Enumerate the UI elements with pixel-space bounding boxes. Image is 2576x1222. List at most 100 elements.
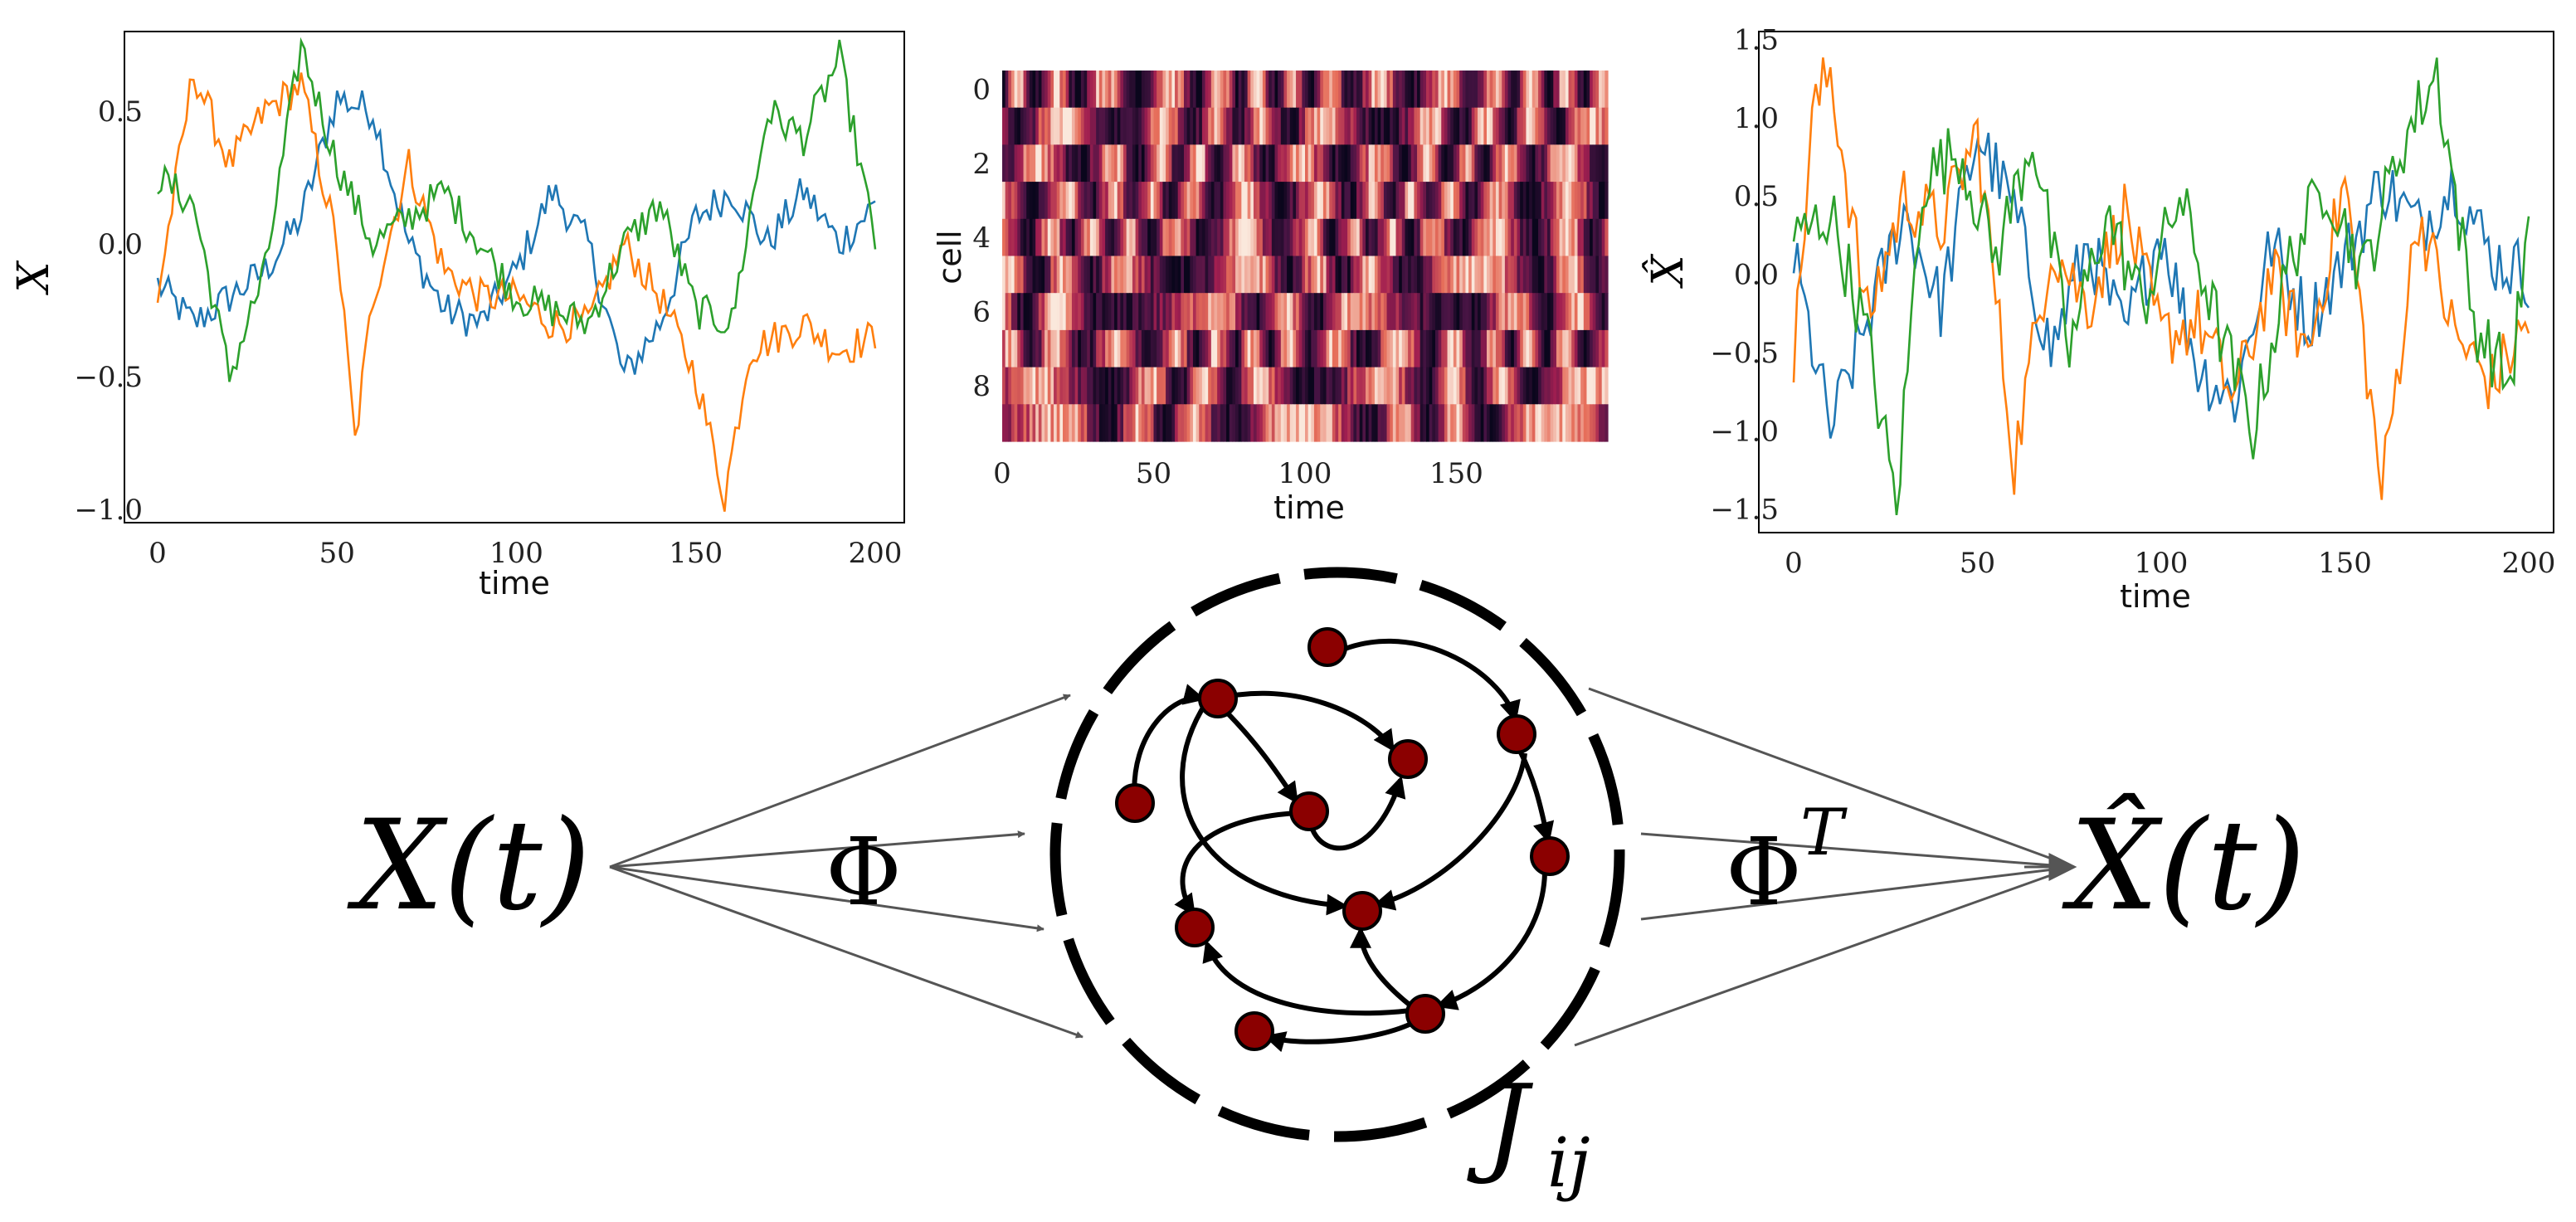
heatmap-cell xyxy=(1495,367,1500,405)
heatmap-cell xyxy=(1235,144,1239,183)
heatmap-cell xyxy=(1577,71,1581,109)
heatmap-cell xyxy=(1605,218,1609,257)
heatmap-cell xyxy=(1383,182,1388,220)
heatmap-cell xyxy=(1162,329,1166,368)
heatmap-cell xyxy=(1320,71,1324,109)
heatmap-cell xyxy=(1089,293,1094,331)
y-tick-label: 8 xyxy=(972,370,991,403)
heatmap-cell xyxy=(1599,293,1603,331)
heatmap-cell xyxy=(1157,71,1161,109)
heatmap-cell xyxy=(1177,182,1181,220)
heatmap-cell xyxy=(1217,218,1221,257)
heatmap-cell xyxy=(1269,71,1273,109)
heatmap-cell xyxy=(1544,218,1548,257)
heatmap-cell xyxy=(1307,144,1312,183)
heatmap-cell xyxy=(1298,293,1303,331)
heatmap-cell xyxy=(1302,293,1306,331)
heatmap-cell xyxy=(1259,293,1264,331)
heatmap-cell xyxy=(1471,367,1475,405)
heatmap-cell xyxy=(1056,218,1060,257)
heatmap-cell xyxy=(1229,218,1233,257)
heatmap-cell xyxy=(1108,182,1112,220)
heatmap-cell xyxy=(1168,71,1172,109)
heatmap-cell xyxy=(1080,367,1085,405)
heatmap-cell xyxy=(1192,71,1197,109)
heatmap-cell xyxy=(1023,182,1027,220)
chart-xhat-ylabel: X̂ xyxy=(1643,254,1693,290)
heatmap-cell xyxy=(1141,218,1146,257)
heatmap-cell xyxy=(1135,71,1139,109)
heatmap-cell xyxy=(1535,182,1539,220)
heatmap-cell xyxy=(1220,144,1225,183)
heatmap-cell xyxy=(1571,218,1575,257)
heatmap-cell xyxy=(1153,329,1157,368)
heatmap-cell xyxy=(1559,256,1563,294)
heatmap-cell xyxy=(1541,256,1545,294)
heatmap-cell xyxy=(1184,71,1188,109)
heatmap-cell xyxy=(1126,218,1130,257)
heatmap-cell xyxy=(1157,256,1161,294)
heatmap-cell xyxy=(1511,107,1515,145)
heatmap-cell xyxy=(1371,182,1376,220)
heatmap-cell xyxy=(1065,182,1069,220)
heatmap-cell xyxy=(1504,367,1509,405)
heatmap-cell xyxy=(1071,329,1076,368)
heatmap-cell xyxy=(1374,107,1379,145)
heatmap-cell xyxy=(1293,107,1297,145)
heatmap-cell xyxy=(1356,404,1361,442)
heatmap-cell xyxy=(1117,367,1121,405)
heatmap-cell xyxy=(1089,329,1094,368)
heatmap-cell xyxy=(1447,256,1451,294)
heatmap-cell xyxy=(1289,329,1293,368)
heatmap-cell xyxy=(1232,256,1236,294)
heatmap-cell xyxy=(1289,404,1293,442)
heatmap-cell xyxy=(1353,367,1357,405)
heatmap-cell xyxy=(1208,218,1212,257)
heatmap-cell xyxy=(1586,144,1590,183)
heatmap-cell xyxy=(1253,107,1258,145)
heatmap-cell xyxy=(1054,218,1058,257)
heatmap-cell xyxy=(1353,218,1357,257)
heatmap-cell xyxy=(1238,256,1242,294)
heatmap-cell xyxy=(1226,256,1230,294)
heatmap-cell xyxy=(1577,367,1581,405)
heatmap-cell xyxy=(1287,256,1291,294)
heatmap-cell xyxy=(1507,218,1512,257)
heatmap-cell xyxy=(1096,107,1100,145)
heatmap-cell xyxy=(1302,329,1306,368)
heatmap-cell xyxy=(1293,367,1297,405)
heatmap-cell xyxy=(1374,256,1379,294)
heatmap-cell xyxy=(1399,144,1403,183)
heatmap-cell xyxy=(1390,404,1394,442)
heatmap-cell xyxy=(1550,218,1554,257)
heatmap-cell xyxy=(1210,256,1215,294)
heatmap-cell xyxy=(1392,144,1397,183)
heatmap-cell xyxy=(1259,182,1264,220)
heatmap-cell xyxy=(1426,404,1430,442)
heatmap-cell xyxy=(1441,329,1445,368)
heatmap-cell xyxy=(1583,218,1588,257)
heatmap-cell xyxy=(1419,404,1424,442)
heatmap-cell xyxy=(1280,329,1285,368)
heatmap-cell xyxy=(1235,182,1239,220)
heatmap-cell xyxy=(1562,367,1566,405)
heatmap-cell xyxy=(1313,218,1318,257)
heatmap-cell xyxy=(1014,404,1018,442)
heatmap-cell xyxy=(1045,107,1049,145)
heatmap-cell xyxy=(1223,71,1227,109)
heatmap-cell xyxy=(1296,218,1300,257)
heatmap-cell xyxy=(1504,182,1509,220)
heatmap-cell xyxy=(1417,218,1421,257)
node xyxy=(1497,714,1536,754)
heatmap-cell xyxy=(1590,404,1594,442)
heatmap-cell xyxy=(1550,107,1554,145)
chart-xhat-xlabel: time xyxy=(2120,578,2191,615)
heatmap-cell xyxy=(1293,182,1297,220)
heatmap-cell xyxy=(1181,329,1185,368)
heatmap-cell xyxy=(1078,256,1082,294)
heatmap-cell xyxy=(1450,256,1454,294)
heatmap-cell xyxy=(1586,293,1590,331)
heatmap-cell xyxy=(1465,256,1469,294)
heatmap-cell xyxy=(1493,293,1497,331)
